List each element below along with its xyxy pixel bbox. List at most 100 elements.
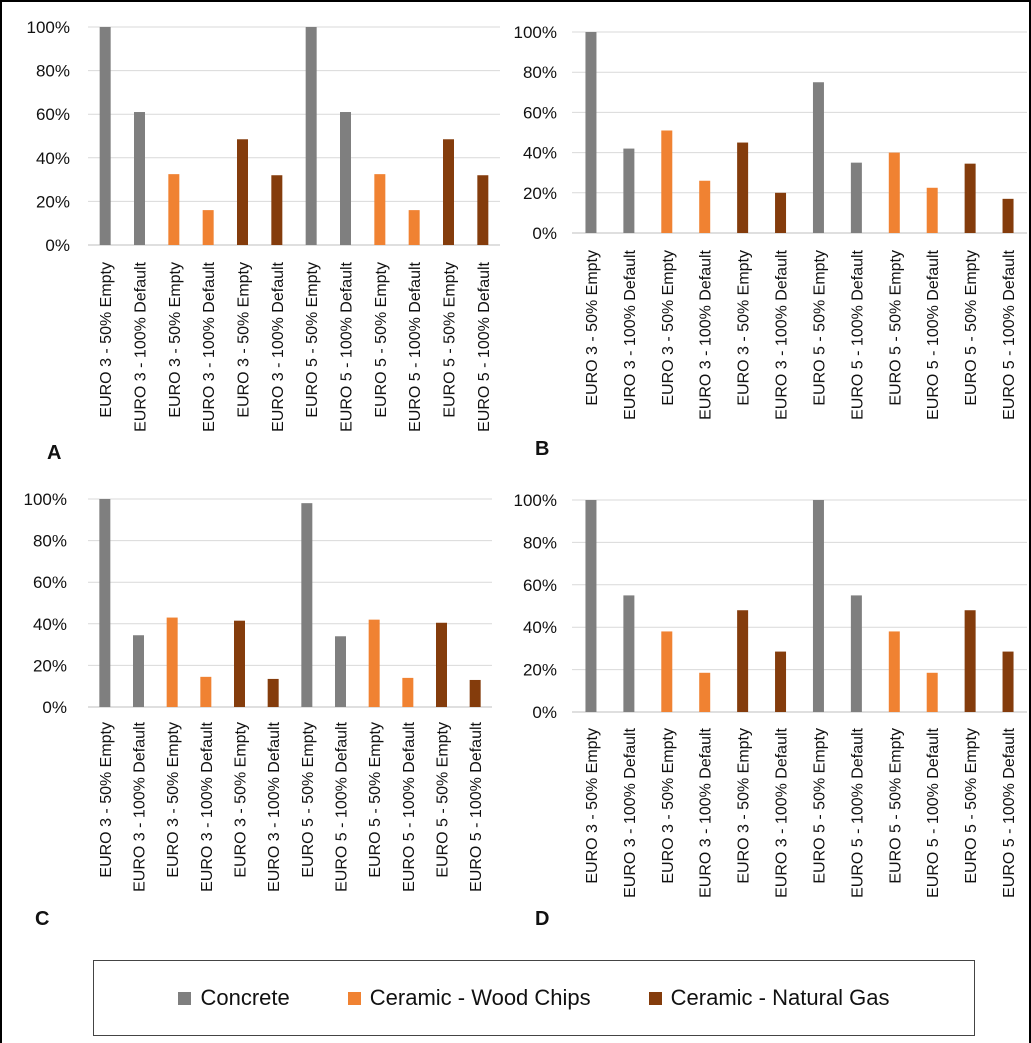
undefined [737,142,749,233]
undefined [202,210,214,245]
undefined [368,619,380,707]
undefined [408,210,420,245]
x-label-d-2: EURO 3 - 50% Empty [660,728,677,884]
undefined [585,32,597,233]
undefined [623,595,635,712]
undefined [775,192,787,233]
undefined [775,651,787,712]
undefined [234,620,245,707]
x-label-a-11: EURO 5 - 100% Default [476,261,493,431]
undefined [1002,651,1014,712]
undefined [267,678,279,707]
undefined [812,82,824,233]
x-label-a-6: EURO 5 - 50% Empty [304,262,321,418]
chart-panel-d: 0% 20% 40% 60% 80% 100% EURO 3 - 50% Empty EURO… [514,491,1027,930]
x-label-d-0: EURO 3 - 50% Empty [584,728,601,884]
x-label-c-3: EURO 3 - 100% Default [199,721,216,891]
undefined [237,139,248,245]
panel-label-b: B [535,438,549,460]
y-tick-a-3: 60% [36,105,70,124]
y-tick-b-1: 20% [523,184,557,203]
x-label-c-0: EURO 3 - 50% Empty [98,722,115,878]
legend-label-natural-gas: Ceramic - Natural Gas [670,985,890,1010]
x-label-d-8: EURO 5 - 50% Empty [887,728,904,884]
x-label-c-5: EURO 3 - 100% Default [266,721,283,891]
y-tick-d-0: 0% [532,703,557,722]
y-tick-d-3: 60% [523,576,557,595]
undefined [340,112,351,246]
x-label-a-9: EURO 5 - 100% Default [407,261,424,431]
undefined [699,672,711,712]
x-label-a-4: EURO 3 - 50% Empty [236,262,253,418]
x-label-a-0: EURO 3 - 50% Empty [98,262,115,418]
y-tick-d-5: 100% [514,491,557,510]
undefined [964,163,976,233]
x-label-c-11: EURO 5 - 100% Default [468,721,485,891]
x-label-b-6: EURO 5 - 50% Empty [811,250,828,406]
x-label-a-2: EURO 3 - 50% Empty [167,262,184,418]
undefined [477,175,489,245]
x-label-d-6: EURO 5 - 50% Empty [811,728,828,884]
legend-label-wood-chips: Ceramic - Wood Chips [369,985,591,1010]
undefined [850,162,862,233]
undefined [888,631,900,712]
y-tick-c-3: 60% [33,573,67,592]
x-label-c-8: EURO 5 - 50% Empty [367,722,384,878]
y-tick-d-1: 20% [523,661,557,680]
y-tick-b-5: 100% [514,23,557,42]
undefined [661,130,673,233]
x-label-b-5: EURO 3 - 100% Default [774,249,791,419]
x-label-a-3: EURO 3 - 100% Default [201,261,218,431]
x-label-d-4: EURO 3 - 50% Empty [736,728,753,884]
undefined [374,174,386,245]
undefined [888,152,900,233]
y-tick-c-4: 80% [33,532,67,551]
undefined [436,622,447,707]
undefined [335,636,346,707]
legend-item-wood-chips: Ceramic - Wood Chips [347,985,591,1011]
x-label-d-3: EURO 3 - 100% Default [698,727,715,897]
x-label-d-11: EURO 5 - 100% Default [1001,727,1018,897]
chart-panel-c: 0% 20% 40% 60% 80% 100% EURO 3 - 50% Empty EURO… [24,490,492,930]
x-label-b-3: EURO 3 - 100% Default [698,249,715,419]
y-tick-b-3: 60% [523,103,557,122]
x-label-a-1: EURO 3 - 100% Default [133,261,150,431]
undefined [699,180,711,233]
legend-item-concrete: Concrete [178,985,290,1011]
undefined [168,174,180,245]
undefined [271,175,283,245]
y-tick-a-5: 100% [27,18,70,37]
legend-swatch-wood-chips [347,991,361,1005]
chart-panel-b: 0% 20% 40% 60% 80% 100% EURO 3 - 50% Empty EURO… [514,23,1027,460]
x-label-c-9: EURO 5 - 100% Default [401,721,418,891]
legend-label-concrete: Concrete [200,985,290,1010]
x-label-b-9: EURO 5 - 100% Default [925,249,942,419]
legend-swatch-concrete [178,991,192,1005]
undefined [661,631,673,712]
undefined [443,139,454,245]
x-label-b-2: EURO 3 - 50% Empty [660,250,677,406]
undefined [623,148,635,233]
panel-label-c: C [35,908,49,930]
undefined [166,617,178,707]
x-label-a-5: EURO 3 - 100% Default [270,261,287,431]
x-label-b-0: EURO 3 - 50% Empty [584,250,601,406]
y-tick-b-2: 40% [523,144,557,163]
x-label-d-5: EURO 3 - 100% Default [774,727,791,897]
y-tick-a-1: 20% [36,192,70,211]
x-label-c-7: EURO 5 - 100% Default [334,721,351,891]
x-label-b-11: EURO 5 - 100% Default [1001,249,1018,419]
undefined [133,635,144,707]
undefined [850,595,862,712]
legend: Concrete Ceramic - Wood Chips Ceramic - … [93,960,975,1036]
undefined [737,610,749,712]
undefined [964,610,976,712]
undefined [926,187,938,233]
y-tick-a-4: 80% [36,62,70,81]
undefined [301,503,313,707]
legend-swatch-natural-gas [648,991,662,1005]
x-label-c-2: EURO 3 - 50% Empty [165,722,182,878]
y-tick-c-0: 0% [42,698,67,717]
x-label-b-7: EURO 5 - 100% Default [849,249,866,419]
y-tick-b-4: 80% [523,63,557,82]
